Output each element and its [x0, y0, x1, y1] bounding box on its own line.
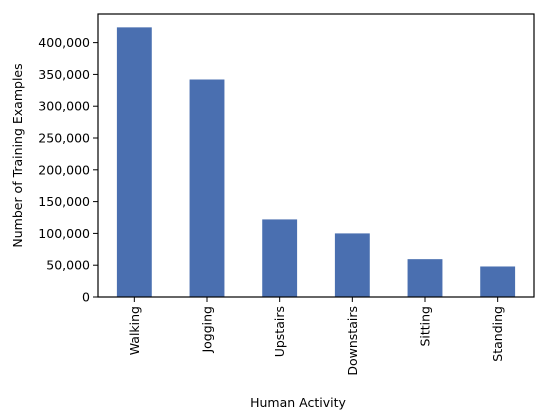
- y-tick-label: 150,000: [38, 194, 90, 209]
- y-tick-label: 200,000: [38, 162, 90, 177]
- bar-sitting: [407, 259, 443, 297]
- x-tick-label-walking: Walking: [127, 306, 142, 355]
- y-tick-label: 100,000: [38, 226, 90, 241]
- x-axis-title: Human Activity: [250, 395, 346, 410]
- bars-group: [116, 27, 516, 298]
- y-tick-label: 350,000: [38, 67, 90, 82]
- x-tick-label-downstairs: Downstairs: [345, 306, 360, 376]
- x-tick-label-jogging: Jogging: [200, 306, 215, 354]
- y-tick-label: 300,000: [38, 99, 90, 114]
- plot-frame: [97, 13, 535, 298]
- x-axis-ticks: Walking Jogging Upstairs Downstairs Sitting S…: [127, 297, 505, 376]
- bar-downstairs: [334, 233, 370, 297]
- bar-jogging: [189, 79, 225, 297]
- x-tick-label-standing: Standing: [490, 306, 505, 362]
- bar-upstairs: [262, 219, 298, 297]
- bar-walking: [116, 27, 152, 298]
- y-axis-title: Number of Training Examples: [10, 63, 25, 247]
- y-tick-label: 50,000: [46, 258, 90, 273]
- x-tick-label-sitting: Sitting: [418, 306, 433, 347]
- x-tick-label-upstairs: Upstairs: [272, 306, 287, 357]
- y-tick-label: 250,000: [38, 131, 90, 146]
- y-axis-ticks: 0 50,000 100,000 150,000 200,000 250,000 300,0…: [38, 35, 98, 305]
- y-tick-label: 0: [82, 290, 90, 305]
- y-tick-label: 400,000: [38, 35, 90, 50]
- bar-standing: [480, 266, 516, 297]
